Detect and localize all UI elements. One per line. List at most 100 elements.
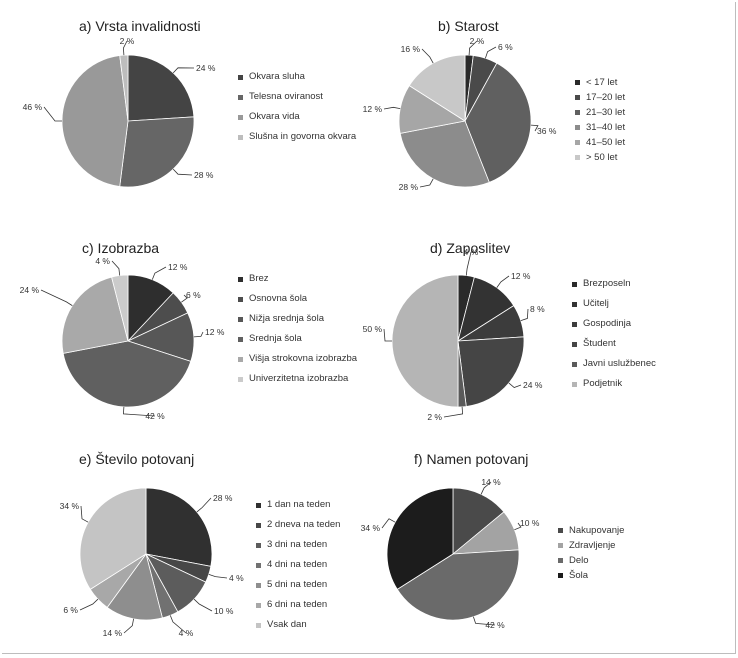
pie-slice-21-30-let — [464, 62, 532, 183]
leader-line — [169, 615, 187, 634]
data-label: 16 % — [401, 44, 421, 54]
legend-label: > 50 let — [586, 152, 618, 163]
leader-line — [172, 168, 193, 176]
leader-line — [383, 106, 401, 110]
data-label: 12 % — [511, 271, 531, 281]
pie-panel-zaposlitev: d) Zaposlitev 4 % 12 % 8 % 24 % 2 % 50 % Brezpo… — [363, 220, 730, 430]
leader-line — [151, 266, 167, 280]
pie-slice-podjetnik — [391, 274, 459, 408]
legend-item: Okvara sluha — [238, 67, 356, 87]
legend-swatch — [558, 558, 563, 563]
pie-slice-slusna-in-govorna-okvara — [119, 54, 129, 122]
leader-line — [530, 124, 539, 132]
pie-chart-vrsta-invalidnosti: 24 % 28 % 46 % 2 % — [23, 36, 216, 188]
chart-title: c) Izobrazba — [82, 240, 160, 256]
legend-label: Brez — [249, 273, 269, 284]
legend-item: Univerzitetna izobrazba — [238, 369, 357, 389]
data-label: 6 % — [186, 290, 201, 300]
pie-slice-okvara-vida — [61, 55, 129, 187]
legend-item: 3 dni na teden — [256, 535, 340, 555]
data-label: 12 % — [205, 327, 225, 337]
leader-line — [80, 505, 89, 523]
data-label: 14 % — [103, 628, 123, 638]
legend-item: > 50 let — [575, 150, 625, 165]
legend-label: 31–40 let — [586, 122, 626, 133]
data-label: 4 % — [95, 256, 110, 266]
leader-line — [421, 48, 434, 64]
pie-slice-1-dan-na-teden — [145, 487, 213, 567]
legend-swatch — [572, 281, 577, 287]
pie-panel-izobrazba: c) Izobrazba 12 % 6 % 12 % 42 % 24 % 4 % Brez Os… — [0, 220, 360, 430]
data-label: 8 % — [530, 304, 545, 314]
pie-panel-namen-potovanj: f) Namen potovanj 14 % 10 % 42 % 34 % Nakupov… — [361, 440, 730, 650]
legend-label: Višja strokovna izobrazba — [249, 353, 358, 364]
legend-swatch — [256, 522, 261, 528]
data-label: 46 % — [23, 102, 43, 112]
legend-item: 4 dni na teden — [256, 555, 340, 575]
legend-item: 5 dni na teden — [256, 575, 340, 595]
legend-label: Zdravljenje — [569, 540, 616, 551]
legend-swatch — [572, 381, 577, 387]
pie-panel-vrsta-invalidnosti: a) Vrsta invalidnosti 24 % 28 % 46 % 2 % Okva… — [0, 0, 360, 210]
legend-item: 1 dan na teden — [256, 495, 340, 515]
pie-slice-okvara-sluha — [127, 54, 195, 122]
chart-title: d) Zaposlitev — [430, 240, 511, 256]
legend-item: Zdravljenje — [558, 538, 624, 553]
pie-slice-telesna-oviranost — [119, 116, 195, 188]
data-label: 24 % — [20, 285, 40, 295]
data-label: 42 % — [145, 411, 165, 421]
legend-item: Podjetnik — [572, 374, 656, 394]
legend-label: Brezposeln — [583, 278, 631, 289]
legend-label: Učitelj — [583, 298, 609, 309]
pie-chart-izobrazba: 12 % 6 % 12 % 42 % 24 % 4 % — [20, 256, 225, 421]
data-label: 4 % — [179, 628, 194, 638]
pie-panel-starost: b) Starost 2 % 6 % 36 % 28 % 12 % 16 % < 17 let… — [363, 0, 730, 210]
legend-item: Brez — [238, 269, 357, 289]
legend-swatch — [238, 376, 243, 382]
legend-item: 6 dni na teden — [256, 595, 340, 615]
legend-label: 1 dan na teden — [267, 499, 331, 510]
pie-slice-vsak-dan — [79, 487, 147, 590]
legend-swatch — [256, 562, 261, 568]
pie-slice-sola — [386, 487, 454, 590]
legend-swatch — [558, 543, 563, 548]
legend-label: Študent — [583, 338, 616, 349]
leader-line — [193, 331, 204, 338]
data-label: 10 % — [214, 606, 234, 616]
leader-line — [443, 406, 464, 418]
data-label: 28 % — [213, 493, 233, 503]
legend-swatch — [238, 296, 243, 302]
leader-line — [40, 289, 73, 306]
data-label: 6 % — [63, 605, 78, 615]
legend: Brezposeln Učitelj Gospodinja Študent Javni … — [572, 274, 656, 394]
data-label: 24 % — [196, 63, 216, 73]
legend-swatch — [238, 134, 243, 140]
legend-item: 41–50 let — [575, 135, 625, 150]
legend-label: Okvara sluha — [249, 71, 305, 82]
data-label: 24 % — [523, 380, 543, 390]
leader-line — [181, 294, 188, 303]
legend-label: 21–30 let — [586, 107, 626, 118]
data-label: 28 % — [399, 182, 419, 192]
legend-label: Nižja srednja šola — [249, 313, 324, 324]
pie-slice-student — [457, 336, 525, 407]
data-label: 2 % — [120, 36, 135, 46]
data-label: 36 % — [537, 126, 557, 136]
legend-swatch — [558, 573, 563, 578]
legend-item: Nakupovanje — [558, 523, 624, 538]
legend-label: 3 dni na teden — [267, 539, 328, 550]
legend-label: < 17 let — [586, 77, 618, 88]
legend: Okvara sluha Telesna oviranost Okvara vida… — [238, 67, 356, 147]
legend-swatch — [575, 95, 580, 100]
legend-swatch — [575, 80, 580, 85]
data-label: 14 % — [481, 477, 501, 487]
legend-item: Šola — [558, 568, 624, 583]
leader-line — [172, 67, 195, 74]
legend-item: Gospodinja — [572, 314, 656, 334]
legend-label: 2 dneva na teden — [267, 519, 341, 530]
legend-swatch — [256, 542, 261, 548]
legend: 1 dan na teden 2 dneva na teden 3 dni na t… — [256, 495, 340, 635]
data-label: 4 % — [464, 247, 479, 257]
leader-line — [508, 382, 522, 388]
legend-swatch — [575, 155, 580, 160]
